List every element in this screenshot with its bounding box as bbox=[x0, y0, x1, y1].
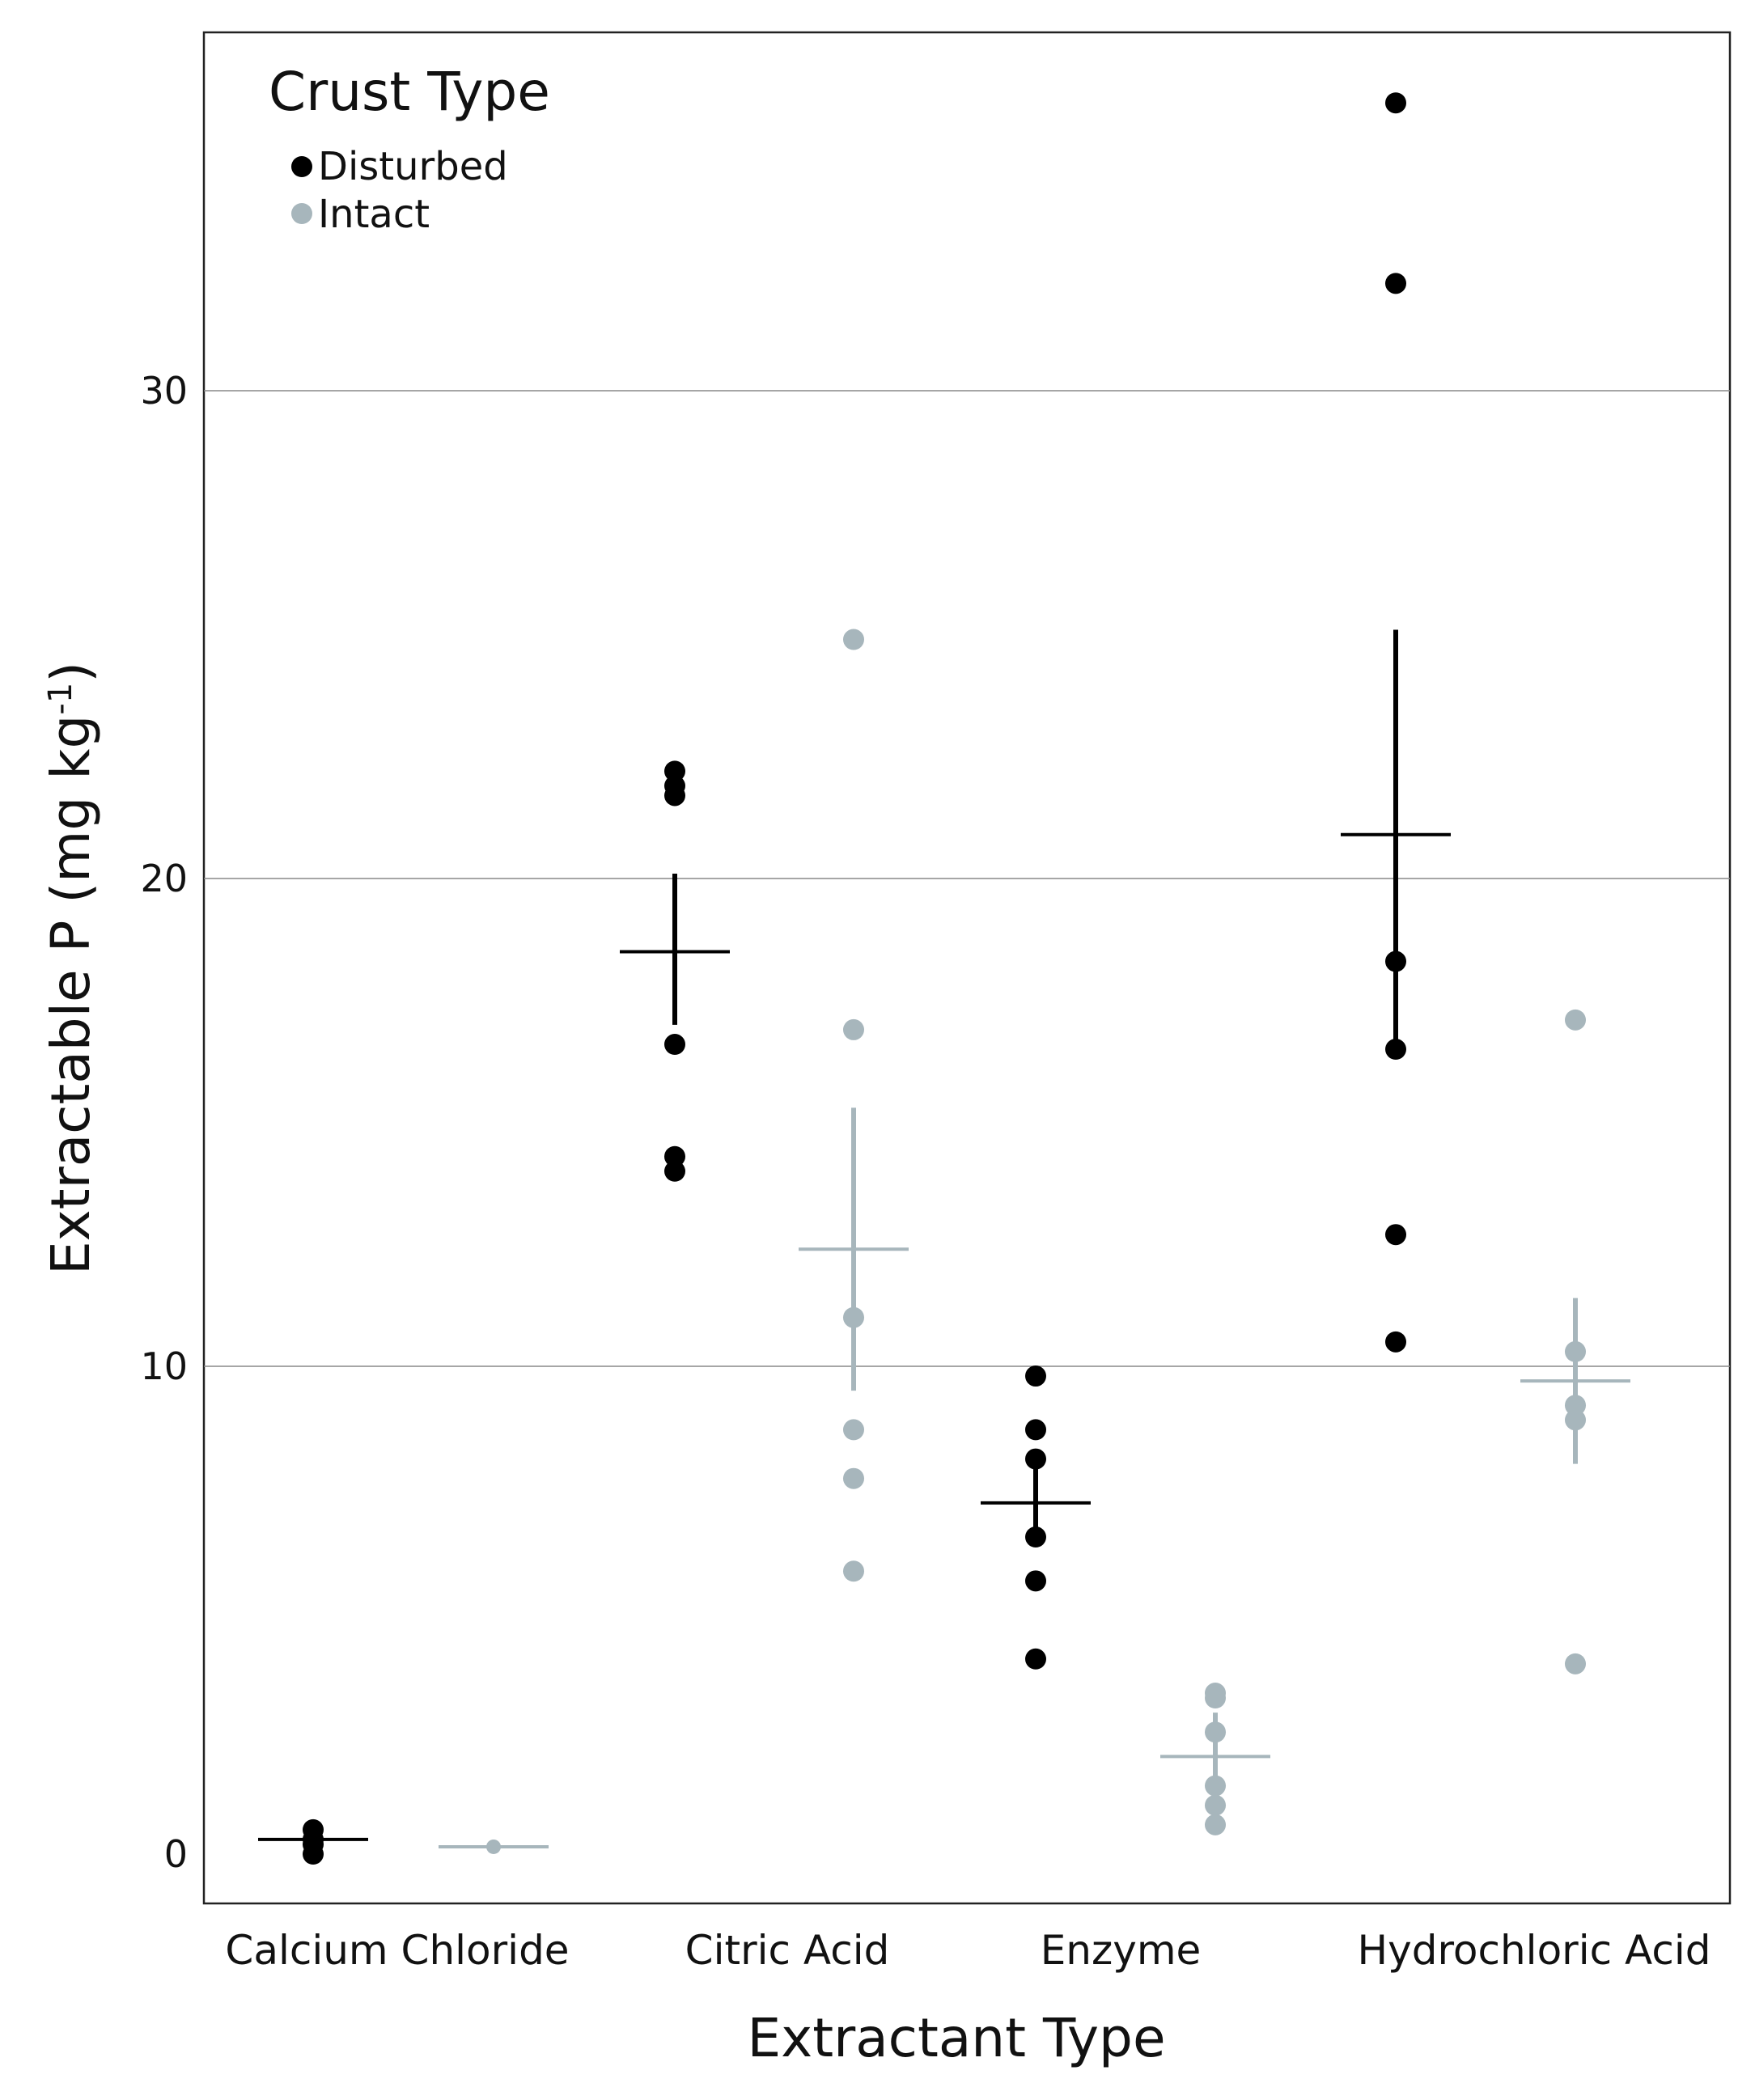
x-tick-label-1: Citric Acid bbox=[685, 1927, 890, 1974]
y-axis-title: Extractable P (mg kg-1) bbox=[40, 662, 102, 1275]
legend-label-disturbed: Disturbed bbox=[318, 144, 508, 189]
data-point bbox=[843, 629, 864, 650]
legend-title: Crust Type bbox=[269, 61, 550, 123]
data-point bbox=[1385, 951, 1406, 972]
data-point bbox=[843, 1018, 864, 1040]
y-axis-title-main: Extractable P (mg kg bbox=[40, 715, 102, 1275]
legend-marker-disturbed bbox=[291, 156, 312, 177]
data-point bbox=[1385, 1224, 1406, 1246]
plot-panel bbox=[202, 31, 1732, 1905]
series-disturbed bbox=[258, 92, 1451, 1865]
data-point bbox=[1025, 1526, 1046, 1548]
data-point bbox=[1205, 1814, 1226, 1835]
x-axis-categories: Calcium Chloride Citric Acid Enzyme Hydroch… bbox=[225, 1927, 1710, 1974]
data-marks bbox=[258, 92, 1630, 1865]
y-tick-label-30: 30 bbox=[140, 369, 188, 413]
y-tick-label-0: 0 bbox=[164, 1832, 188, 1876]
data-point bbox=[1565, 1395, 1586, 1416]
data-point bbox=[1205, 1775, 1226, 1797]
data-point bbox=[1565, 1409, 1586, 1431]
legend-label-intact: Intact bbox=[318, 192, 430, 237]
x-tick-label-0: Calcium Chloride bbox=[225, 1927, 569, 1974]
data-point bbox=[1025, 1648, 1046, 1670]
y-axis-title-close: ) bbox=[40, 662, 102, 683]
data-point bbox=[1385, 92, 1406, 114]
data-point bbox=[1385, 1331, 1406, 1353]
legend: Crust Type Disturbed Intact bbox=[269, 61, 550, 237]
data-point bbox=[843, 1306, 864, 1328]
data-point bbox=[303, 1844, 324, 1865]
data-point bbox=[1025, 1448, 1046, 1470]
series-intact bbox=[439, 629, 1630, 1854]
data-point bbox=[664, 1160, 685, 1182]
y-tick-label-10: 10 bbox=[140, 1344, 188, 1388]
data-point bbox=[1385, 273, 1406, 294]
x-tick-label-3: Hydrochloric Acid bbox=[1358, 1927, 1711, 1974]
data-point bbox=[1385, 1039, 1406, 1061]
data-point bbox=[1205, 1794, 1226, 1816]
y-tick-label-20: 20 bbox=[140, 857, 188, 900]
data-point bbox=[1025, 1570, 1046, 1592]
y-axis-ticks: 0 10 20 30 bbox=[140, 369, 188, 1876]
data-point bbox=[1025, 1365, 1046, 1387]
data-point bbox=[1565, 1009, 1586, 1031]
data-point bbox=[1025, 1419, 1046, 1441]
legend-marker-intact bbox=[291, 203, 312, 224]
data-point bbox=[1565, 1340, 1586, 1362]
data-point bbox=[664, 1034, 685, 1056]
x-axis-title: Extractant Type bbox=[747, 2007, 1165, 2069]
y-axis-title-superscript: -1 bbox=[42, 683, 79, 715]
x-tick-label-2: Enzyme bbox=[1041, 1927, 1202, 1974]
data-point bbox=[1565, 1653, 1586, 1674]
data-point bbox=[1205, 1687, 1226, 1709]
data-point bbox=[664, 1145, 685, 1167]
grid-lines bbox=[204, 390, 1730, 1367]
data-point bbox=[843, 1560, 864, 1582]
data-point bbox=[1205, 1721, 1226, 1743]
data-point bbox=[303, 1818, 324, 1840]
data-point bbox=[843, 1467, 864, 1489]
data-point bbox=[664, 785, 685, 807]
data-point bbox=[843, 1419, 864, 1441]
data-point bbox=[486, 1839, 501, 1854]
data-point bbox=[664, 760, 685, 782]
